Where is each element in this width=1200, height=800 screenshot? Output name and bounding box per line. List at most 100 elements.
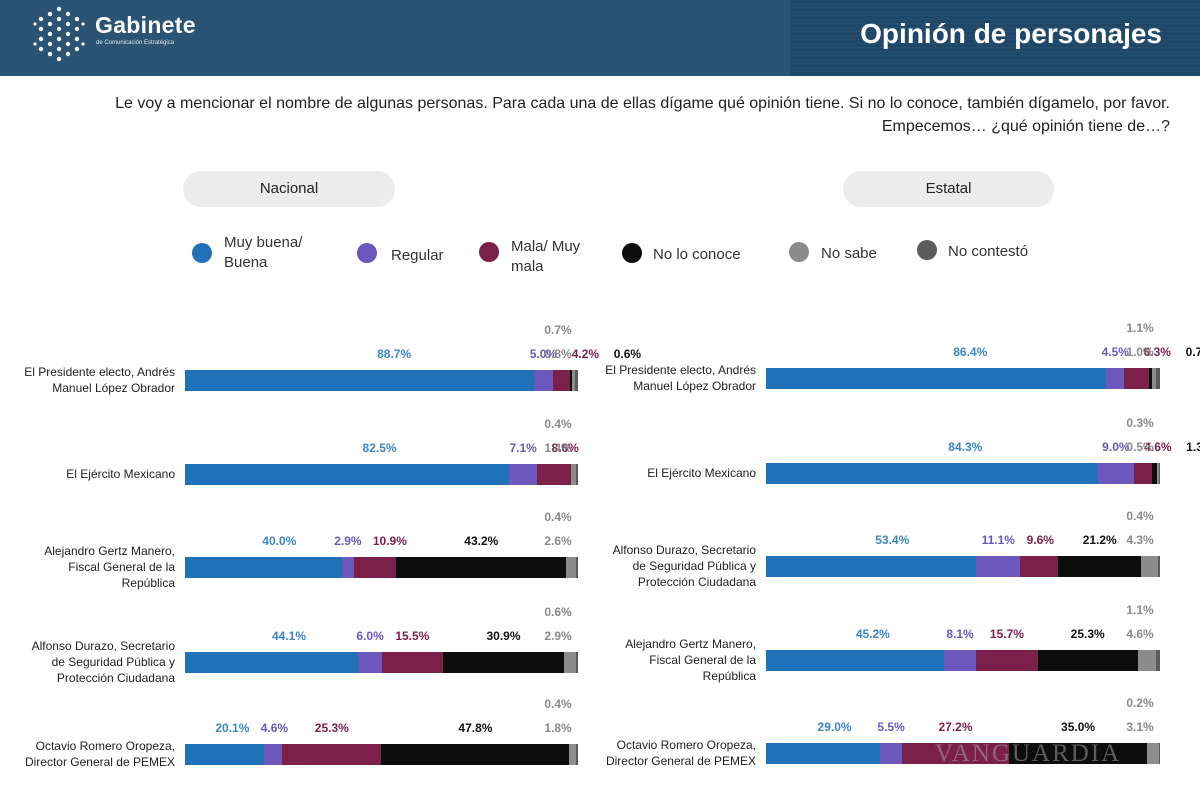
page-header: Gabinete de Comunicación Estratégica Opi… <box>0 0 1200 76</box>
row-label-estatal-1: El Presidente electo, Andrés Manuel Lópe… <box>605 363 756 393</box>
value-label-mala: 9.6% <box>1026 533 1054 547</box>
value-label-mala: 6.3% <box>1143 345 1171 359</box>
bar-segment-mala <box>1020 556 1058 577</box>
bar-segment-regular <box>263 744 283 765</box>
header-brand-panel: Gabinete de Comunicación Estratégica <box>0 0 790 76</box>
page-title: Opinión de personajes <box>860 18 1162 49</box>
stacked-bar-nacional-3 <box>185 557 578 578</box>
value-label-mala: 4.6% <box>1144 440 1172 454</box>
bar-segment-mala <box>553 370 570 391</box>
value-label-muy-buena: 45.2% <box>855 627 890 641</box>
value-label-regular: 6.0% <box>356 629 384 643</box>
bar-segment-mala <box>282 744 382 765</box>
bar-segment-regular <box>1106 368 1125 389</box>
bar-segment-muy-buena <box>185 464 510 485</box>
bar-segment-regular <box>976 556 1021 577</box>
bar-segment-no-sabe <box>1156 463 1159 484</box>
value-label-regular: 4.5% <box>1101 345 1129 359</box>
value-label-no-sabe: 1.0% <box>1126 345 1154 359</box>
value-label-muy-buena: 53.4% <box>875 533 910 547</box>
bar-segment-regular <box>1098 463 1134 484</box>
bar-segment-no-contesto <box>576 744 578 765</box>
bar-segment-no-contesto <box>1158 463 1160 484</box>
value-label-no-lo-conoce: 1.3% <box>1186 440 1200 454</box>
bar-segment-no-lo-conoce <box>1009 743 1147 764</box>
bar-segment-no-lo-conoce <box>1057 556 1142 577</box>
bar-segment-no-sabe <box>1141 556 1159 577</box>
value-label-muy-buena: 88.7% <box>377 347 412 361</box>
bar-segment-no-sabe <box>1146 743 1160 764</box>
value-label-mala: 15.5% <box>395 629 430 643</box>
stacked-bar-nacional-2 <box>185 464 578 485</box>
row-label-nacional-4: Alfonso Durazo, Secretario de Seguridad … <box>31 639 175 685</box>
value-label-muy-buena: 20.1% <box>215 721 250 735</box>
bar-segment-no-contesto <box>576 464 578 485</box>
bar-segment-regular <box>944 650 976 671</box>
value-label-no-sabe: 1.4% <box>544 441 572 455</box>
value-label-no-sabe: 2.9% <box>544 629 572 643</box>
value-label-no-contesto: 1.1% <box>1126 603 1154 617</box>
bar-segment-muy-buena <box>766 463 1099 484</box>
bar-segment-muy-buena <box>185 557 343 578</box>
panel-title-estatal: Estatal <box>843 171 1054 207</box>
value-label-no-sabe: 1.8% <box>544 721 572 735</box>
legend-swatch-no-lo-conoce <box>622 243 642 263</box>
bar-segment-no-lo-conoce <box>442 652 565 673</box>
legend-label-mala: Mala/ Muy mala <box>511 238 581 275</box>
watermark: VANGUARDIA <box>935 740 1122 767</box>
value-label-no-contesto: 0.3% <box>1126 416 1154 430</box>
bar-segment-mala <box>975 650 1038 671</box>
legend-label-no-lo-conoce: No lo conoce <box>653 246 741 263</box>
bar-segment-regular <box>358 652 382 673</box>
bar-segment-no-sabe <box>569 744 577 765</box>
bar-segment-no-contesto <box>1159 743 1160 764</box>
value-label-regular: 8.1% <box>946 627 974 641</box>
panel-title-nacional: Nacional <box>183 171 395 207</box>
bar-segment-no-sabe <box>564 652 576 673</box>
row-label-nacional-1: El Presidente electo, Andrés Manuel Lópe… <box>24 365 175 395</box>
legend-label-no-contesto: No contestó <box>948 243 1029 260</box>
bar-segment-no-sabe <box>1137 650 1156 671</box>
value-label-no-lo-conoce: 21.2% <box>1082 533 1117 547</box>
bar-segment-no-sabe <box>566 557 577 578</box>
value-label-regular: 5.0% <box>529 347 558 361</box>
value-label-regular: 9.0% <box>1102 440 1130 454</box>
bar-segment-no-contesto <box>1155 368 1160 389</box>
bar-segment-regular <box>342 557 354 578</box>
value-label-no-lo-conoce: 43.2% <box>464 534 499 548</box>
value-label-regular: 7.1% <box>509 441 537 455</box>
row-label-estatal-2: El Ejército Mexicano <box>647 466 756 480</box>
bar-segment-muy-buena <box>766 743 881 764</box>
value-label-no-contesto: 0.2% <box>1126 696 1154 710</box>
bar-segment-no-lo-conoce <box>569 370 573 391</box>
bar-segment-no-contesto <box>575 652 578 673</box>
value-label-no-contesto: 0.6% <box>544 605 572 619</box>
stacked-bar-estatal-1 <box>766 368 1160 389</box>
bar-segment-no-lo-conoce <box>396 557 567 578</box>
legend-swatch-no-contesto <box>917 240 937 260</box>
stacked-bar-estatal-2 <box>766 463 1160 484</box>
bar-segment-regular <box>533 370 554 391</box>
bar-segment-regular <box>509 464 538 485</box>
value-label-no-contesto: 1.1% <box>1126 321 1154 335</box>
stacked-bar-estatal-5 <box>766 743 1160 764</box>
bar-segment-mala <box>901 743 1010 764</box>
legend-label-no-sabe: No sabe <box>821 245 877 262</box>
value-label-no-sabe: 0.8% <box>544 347 572 361</box>
value-label-no-lo-conoce: 30.9% <box>486 629 521 643</box>
header-title-panel: Opinión de personajes <box>790 0 1200 76</box>
value-label-no-sabe: 3.1% <box>1126 720 1154 734</box>
bar-segment-muy-buena <box>766 556 977 577</box>
bar-segment-mala <box>353 557 397 578</box>
value-label-regular: 4.6% <box>260 721 289 735</box>
value-label-muy-buena: 82.5% <box>362 441 397 455</box>
legend-swatch-muy-buena <box>192 243 212 263</box>
bar-segment-muy-buena <box>185 370 534 391</box>
value-label-no-lo-conoce: 0.7% <box>1185 345 1200 359</box>
survey-question: Le voy a mencionar el nombre de algunas … <box>115 95 1170 135</box>
value-label-muy-buena: 86.4% <box>953 345 988 359</box>
bar-segment-no-sabe <box>570 464 577 485</box>
stacked-bar-nacional-4 <box>185 652 578 673</box>
value-label-mala: 15.7% <box>989 627 1024 641</box>
value-label-no-lo-conoce: 47.8% <box>458 721 493 735</box>
